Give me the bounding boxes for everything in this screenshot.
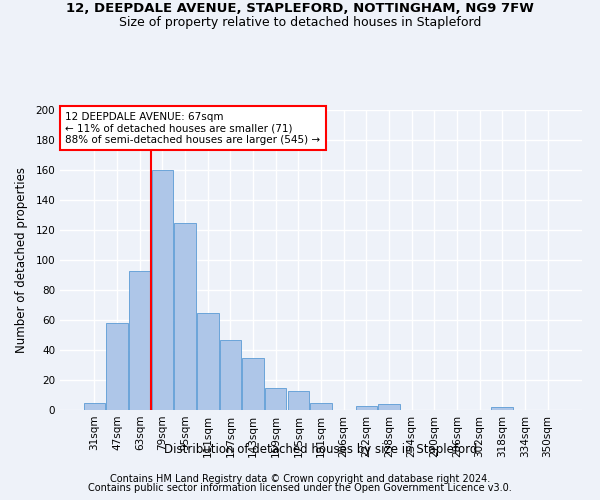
Bar: [197, 312, 218, 410]
Bar: [106, 323, 128, 410]
Text: Contains public sector information licensed under the Open Government Licence v3: Contains public sector information licen…: [88, 483, 512, 493]
Bar: [242, 358, 264, 410]
Bar: [287, 390, 309, 410]
Text: 12, DEEPDALE AVENUE, STAPLEFORD, NOTTINGHAM, NG9 7FW: 12, DEEPDALE AVENUE, STAPLEFORD, NOTTING…: [66, 2, 534, 16]
Bar: [310, 402, 332, 410]
Text: Size of property relative to detached houses in Stapleford: Size of property relative to detached ho…: [119, 16, 481, 29]
Bar: [378, 404, 400, 410]
Bar: [175, 222, 196, 410]
Bar: [356, 406, 377, 410]
Text: Contains HM Land Registry data © Crown copyright and database right 2024.: Contains HM Land Registry data © Crown c…: [110, 474, 490, 484]
Bar: [129, 270, 151, 410]
Bar: [265, 388, 286, 410]
Bar: [491, 407, 513, 410]
Y-axis label: Number of detached properties: Number of detached properties: [16, 167, 28, 353]
Bar: [84, 402, 105, 410]
Text: Distribution of detached houses by size in Stapleford: Distribution of detached houses by size …: [164, 442, 478, 456]
Text: 12 DEEPDALE AVENUE: 67sqm
← 11% of detached houses are smaller (71)
88% of semi-: 12 DEEPDALE AVENUE: 67sqm ← 11% of detac…: [65, 112, 320, 144]
Bar: [220, 340, 241, 410]
Bar: [152, 170, 173, 410]
